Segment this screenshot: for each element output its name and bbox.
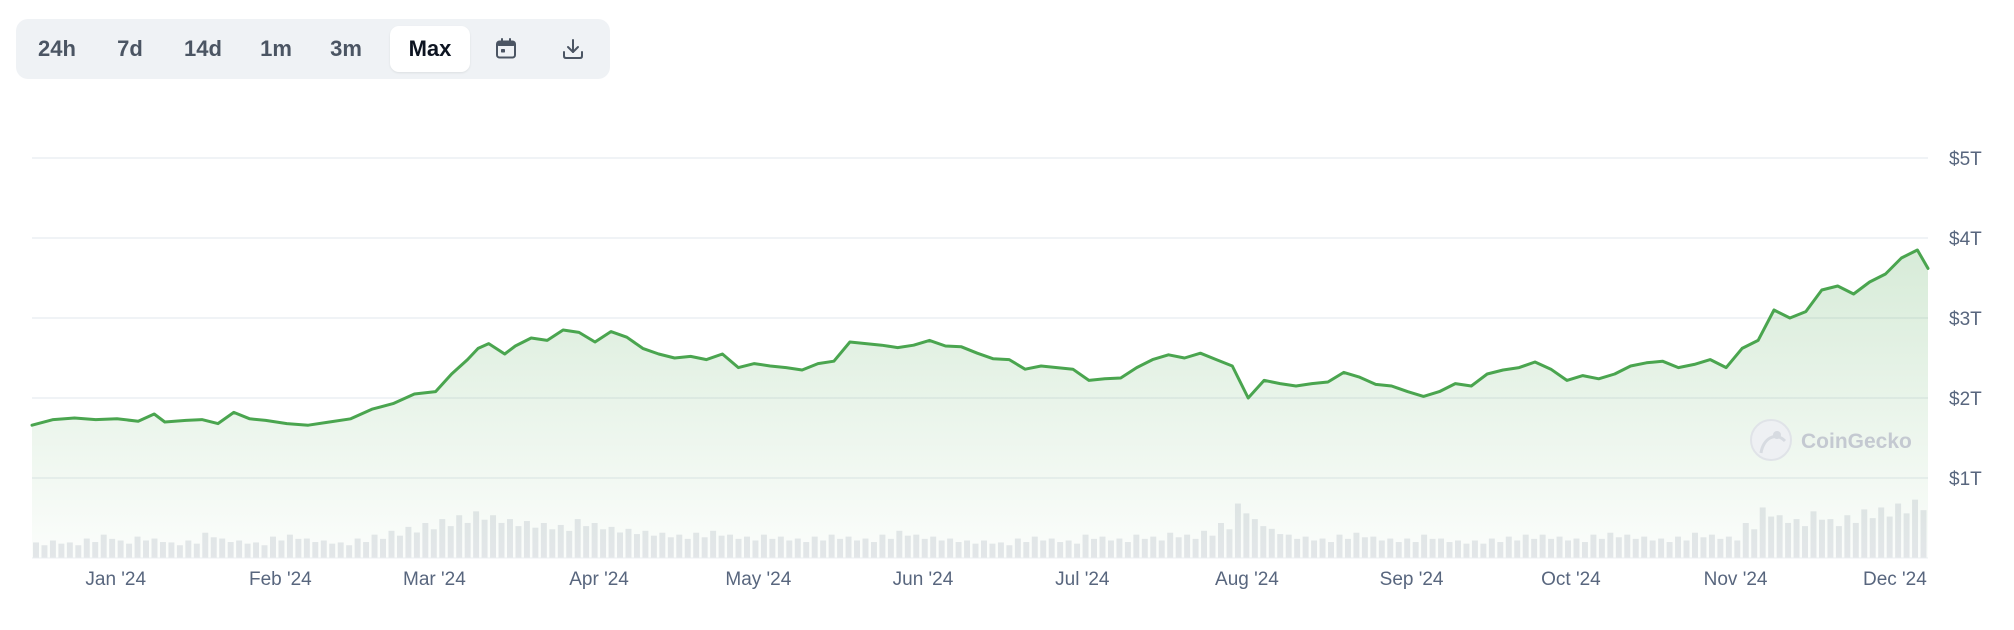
range-tab-1m[interactable]: 1m [260,36,292,61]
y-axis-labels: $1T $2T $3T $4T $5T [1949,149,1982,490]
x-tick-label: Feb '24 [249,569,312,590]
x-tick-label: Nov '24 [1704,569,1768,590]
x-tick-label: Mar '24 [403,569,466,590]
range-tab-14d[interactable]: 14d [184,36,222,61]
range-tab-3m[interactable]: 3m [330,36,362,61]
download-icon[interactable] [550,26,596,72]
range-tab-max[interactable]: Max [390,26,470,72]
y-tick-label: $2T [1949,389,1982,410]
x-tick-label: Apr '24 [569,569,629,590]
y-tick-label: $4T [1949,229,1982,250]
x-tick-label: Aug '24 [1215,569,1279,590]
market-cap-line [30,248,1930,427]
x-axis-labels: Jan '24 Feb '24 Mar '24 Apr '24 May '24 Jun '… [85,569,1927,590]
market-cap-area [32,250,1928,558]
range-tab-24h[interactable]: 24h [38,36,76,61]
range-toolbar: 24h 7d 14d 1m 3m Max [16,19,610,79]
watermark-text: CoinGecko [1801,430,1912,453]
x-tick-label: Jun '24 [893,569,954,590]
range-tab-7d[interactable]: 7d [117,36,143,61]
x-tick-label: Dec '24 [1863,569,1927,590]
x-tick-label: Jan '24 [85,569,146,590]
y-tick-label: $5T [1949,149,1982,170]
y-tick-label: $3T [1949,309,1982,330]
y-tick-label: $1T [1949,469,1982,490]
x-tick-label: Oct '24 [1541,569,1601,590]
x-tick-label: May '24 [725,569,791,590]
x-tick-label: Sep '24 [1380,569,1444,590]
x-tick-label: Jul '24 [1055,569,1110,590]
calendar-icon[interactable] [483,26,529,72]
coingecko-watermark: CoinGecko [1750,419,1912,461]
